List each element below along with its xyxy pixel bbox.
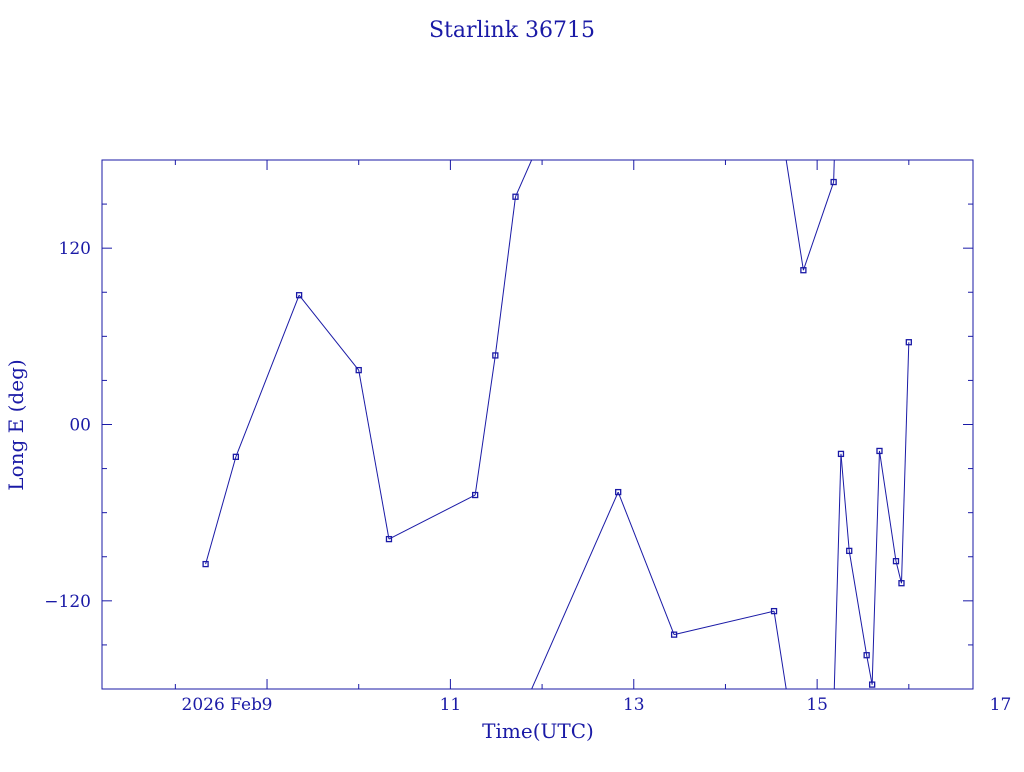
series-segment	[773, 611, 787, 689]
chart-title: Starlink 36715	[429, 18, 595, 43]
tick-labels: 9 11 13 15 17 −120 00 120	[44, 239, 1011, 715]
series-segment	[848, 550, 868, 656]
series-segment	[833, 160, 835, 183]
series-segment	[617, 491, 675, 635]
series-segment	[494, 196, 516, 356]
data-point	[492, 352, 499, 359]
x-tick-label: 9	[262, 695, 273, 715]
series-segment	[802, 181, 835, 271]
series-segment	[358, 370, 390, 540]
series-segment	[878, 450, 897, 562]
data-point	[892, 558, 900, 565]
x-tick-label: 11	[440, 695, 462, 715]
series-layer	[202, 160, 912, 689]
data-point	[355, 366, 362, 374]
data-point	[830, 178, 837, 186]
data-point	[837, 450, 845, 458]
data-point	[670, 631, 678, 638]
series-segment	[900, 342, 910, 584]
plot-frame	[101, 159, 974, 690]
data-point	[863, 652, 870, 659]
x-tick-label: 13	[623, 695, 645, 715]
data-point	[905, 339, 912, 346]
series-segment	[205, 456, 237, 565]
y-tick-label: −120	[44, 592, 91, 612]
y-tick-label: 120	[59, 239, 91, 259]
y-tick-label: 00	[69, 416, 91, 436]
axis-ticks	[102, 160, 973, 689]
data-point	[868, 681, 876, 688]
series-segment	[840, 453, 850, 551]
data-point	[898, 580, 905, 587]
x-axis-label: Time(UTC)	[482, 719, 594, 743]
data-point	[232, 453, 240, 460]
series-lines	[205, 160, 910, 689]
series-segment	[531, 491, 619, 689]
data-point	[202, 560, 209, 568]
data-point	[876, 447, 883, 455]
series-segment	[298, 294, 360, 371]
data-point	[295, 292, 303, 299]
series-segment	[871, 450, 880, 685]
data-point	[846, 547, 853, 555]
x-tick-label: 15	[806, 695, 828, 715]
data-point	[512, 193, 519, 200]
series-segment	[866, 655, 873, 685]
data-point	[615, 488, 622, 496]
data-point	[472, 491, 479, 499]
data-point	[385, 535, 393, 543]
y-axis-label: Long E (deg)	[4, 359, 28, 490]
series-segment	[785, 160, 804, 271]
series-segment	[388, 494, 476, 540]
series-segment	[673, 610, 775, 636]
series-segment	[895, 561, 902, 584]
data-point	[770, 607, 778, 615]
series-segment	[235, 295, 300, 458]
series-segment	[833, 453, 842, 689]
x-axis-origin-label: 2026 Feb	[182, 695, 263, 715]
x-tick-label: 17	[990, 695, 1012, 715]
series-segment	[474, 355, 496, 496]
data-point	[800, 267, 807, 274]
